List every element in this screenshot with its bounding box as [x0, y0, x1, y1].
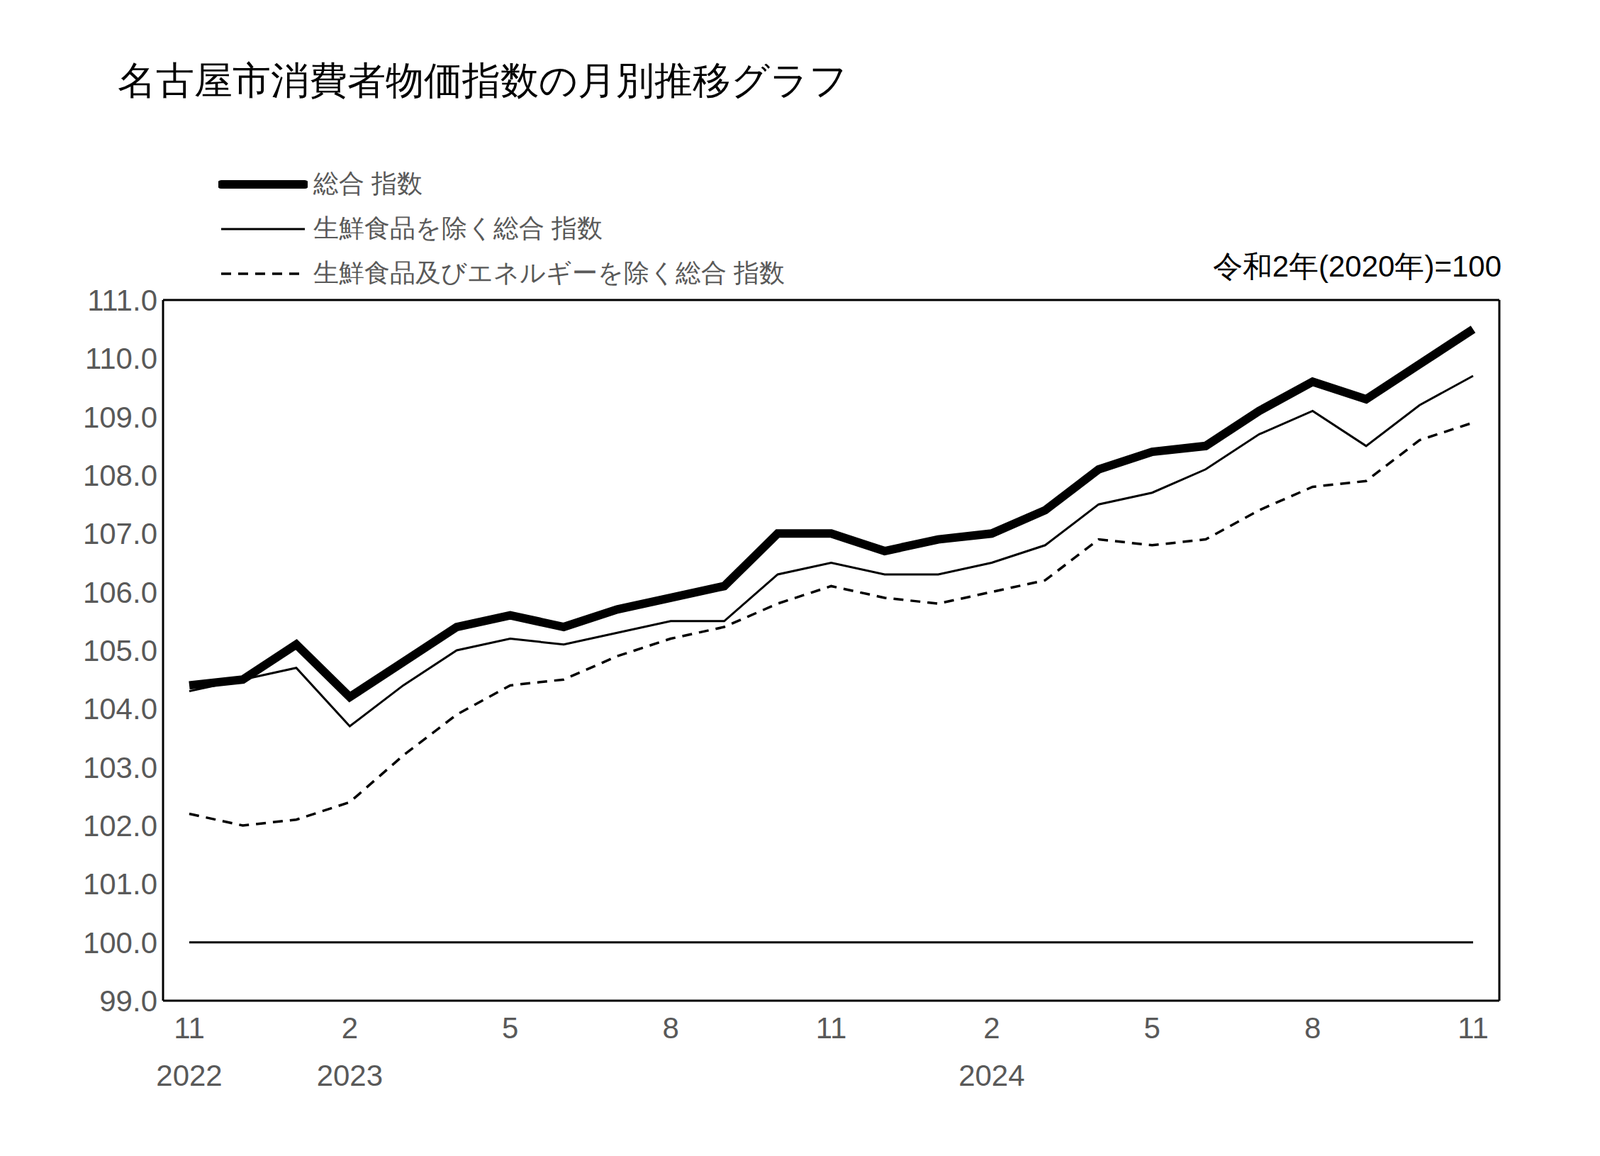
- svg-text:99.0: 99.0: [99, 983, 158, 1018]
- svg-text:11: 11: [173, 1010, 205, 1045]
- svg-text:104.0: 104.0: [82, 691, 158, 726]
- svg-text:2: 2: [983, 1010, 1000, 1045]
- svg-text:102.0: 102.0: [82, 808, 158, 843]
- svg-text:106.0: 106.0: [82, 575, 158, 609]
- svg-text:2022: 2022: [155, 1058, 222, 1092]
- svg-text:107.0: 107.0: [82, 516, 158, 551]
- svg-text:100.0: 100.0: [82, 925, 158, 960]
- svg-text:8: 8: [662, 1010, 679, 1045]
- svg-text:101.0: 101.0: [82, 866, 158, 901]
- svg-text:2024: 2024: [958, 1058, 1025, 1092]
- html-text:生鮮食品及びエネルギーを除く総合 指数: 生鮮食品及びエネルギーを除く総合 指数: [313, 258, 785, 288]
- svg-text:8: 8: [1304, 1010, 1321, 1045]
- svg-text:103.0: 103.0: [82, 750, 158, 785]
- svg-text:108.0: 108.0: [82, 458, 158, 492]
- svg-text:109.0: 109.0: [82, 400, 158, 434]
- html-text:総合 指数: 総合 指数: [313, 168, 423, 198]
- svg-text:111.0: 111.0: [87, 283, 158, 317]
- html-text:令和2年(2020年)=100: 令和2年(2020年)=100: [1212, 249, 1502, 283]
- svg-text:11: 11: [1457, 1010, 1489, 1045]
- html-text:生鮮食品を除く総合 指数: 生鮮食品を除く総合 指数: [313, 213, 603, 243]
- svg-text:2023: 2023: [316, 1058, 383, 1092]
- html-text:名古屋市消費者物価指数の月別推移グラフ: 名古屋市消費者物価指数の月別推移グラフ: [117, 58, 848, 102]
- svg-text:5: 5: [501, 1010, 519, 1045]
- svg-text:11: 11: [815, 1010, 848, 1045]
- svg-text:2: 2: [341, 1010, 358, 1045]
- svg-text:5: 5: [1144, 1010, 1161, 1045]
- svg-text:110.0: 110.0: [85, 341, 158, 376]
- svg-text:105.0: 105.0: [82, 633, 158, 668]
